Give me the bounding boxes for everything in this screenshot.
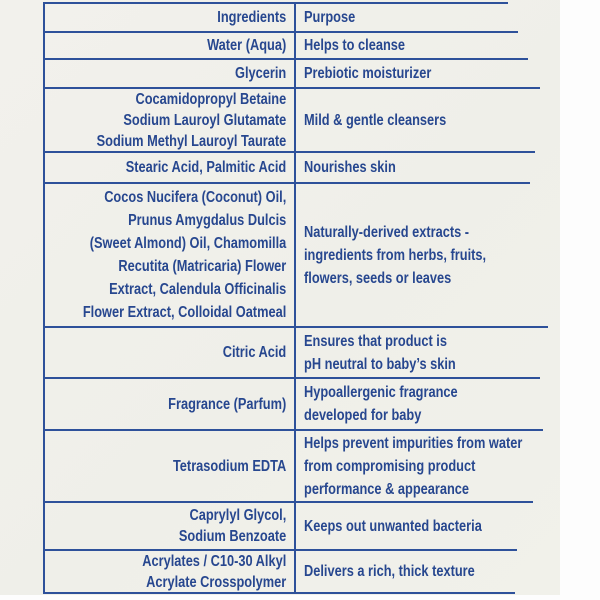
ingredient-cell: Stearic Acid, Palmitic Acid	[43, 152, 294, 183]
table-row-acrylates: Acrylates / C10-30 Alkyl Acrylate Crossp…	[43, 550, 545, 594]
ingredient-text: Cocos Nucifera (Coconut) Oil, Prunus Amy…	[82, 189, 286, 321]
ingredient-cell: Glycerin	[43, 59, 294, 88]
ingredient-text: Citric Acid	[222, 344, 286, 361]
ingredient-cell: Cocamidopropyl Betaine Sodium Lauroyl Gl…	[43, 88, 294, 152]
purpose-text: Nourishes skin	[304, 159, 396, 176]
page-margin-bottom	[0, 595, 600, 600]
purpose-text: Keeps out unwanted bacteria	[304, 517, 482, 535]
purpose-cell: Helps prevent impurities from water from…	[294, 430, 545, 502]
table-row-natural-extracts: Cocos Nucifera (Coconut) Oil, Prunus Amy…	[43, 183, 548, 328]
ingredients-header-cell: Ingredients	[43, 3, 294, 32]
ingredient-cell: Fragrance (Parfum)	[43, 378, 294, 430]
table-row-glycerin: Glycerin Prebiotic moisturizer	[43, 59, 545, 89]
table-header-row: Ingredients Purpose	[43, 2, 545, 33]
row-separator	[43, 182, 530, 184]
table-top-border	[43, 2, 508, 4]
purpose-cell: Keeps out unwanted bacteria	[294, 502, 545, 550]
table-row-water: Water (Aqua) Helps to cleanse	[43, 32, 545, 60]
row-separator	[43, 501, 533, 503]
ingredient-cell: Caprylyl Glycol, Sodium Benzoate	[43, 502, 294, 550]
purpose-text: Mild & gentle cleansers	[304, 111, 447, 129]
row-separator	[43, 549, 517, 551]
purpose-cell: Nourishes skin	[294, 152, 545, 183]
purpose-header-cell: Purpose	[294, 3, 545, 32]
ingredient-cell: Citric Acid	[43, 327, 294, 378]
row-separator	[43, 429, 543, 431]
table-row-fragrance: Fragrance (Parfum) Hypoallergenic fragra…	[43, 378, 545, 431]
column-divider	[294, 3, 296, 593]
table-row-preservatives: Caprylyl Glycol, Sodium Benzoate Keeps o…	[43, 502, 545, 551]
table-row-citric: Citric Acid Ensures that product is pH n…	[43, 327, 545, 379]
ingredient-text: Water (Aqua)	[206, 37, 286, 54]
purpose-text: Helps to cleanse	[304, 37, 406, 54]
purpose-cell: Mild & gentle cleansers	[294, 88, 545, 152]
purpose-text: Ensures that product is pH neutral to ba…	[304, 332, 456, 373]
ingredient-text: Tetrasodium EDTA	[172, 457, 286, 475]
ingredient-cell: Cocos Nucifera (Coconut) Oil, Prunus Amy…	[43, 183, 294, 327]
row-separator	[43, 151, 535, 153]
ingredients-table: Ingredients Purpose Water (Aqua) Helps t…	[43, 2, 548, 594]
purpose-cell: Naturally-derived extracts - ingredients…	[294, 183, 545, 327]
product-label-background: Ingredients Purpose Water (Aqua) Helps t…	[0, 0, 560, 595]
purpose-cell: Hypoallergenic fragrance developed for b…	[294, 378, 545, 430]
row-separator	[43, 31, 518, 33]
table-row-stearic: Stearic Acid, Palmitic Acid Nourishes sk…	[43, 152, 545, 184]
ingredients-column-header: Ingredients	[217, 9, 286, 26]
purpose-cell: Prebiotic moisturizer	[294, 59, 545, 88]
ingredient-text: Fragrance (Parfum)	[167, 395, 286, 413]
ingredient-cell: Water (Aqua)	[43, 32, 294, 59]
table-left-border	[43, 3, 45, 593]
purpose-cell: Ensures that product is pH neutral to ba…	[294, 327, 545, 378]
ingredient-text: Cocamidopropyl Betaine Sodium Lauroyl Gl…	[96, 90, 286, 150]
table-row-cleansers: Cocamidopropyl Betaine Sodium Lauroyl Gl…	[43, 88, 545, 153]
purpose-cell: Delivers a rich, thick texture	[294, 550, 545, 593]
purpose-column-header: Purpose	[304, 9, 356, 26]
purpose-text: Prebiotic moisturizer	[304, 65, 432, 82]
ingredient-cell: Tetrasodium EDTA	[43, 430, 294, 502]
row-separator	[43, 87, 540, 89]
ingredient-text: Caprylyl Glycol, Sodium Benzoate	[178, 507, 286, 545]
ingredient-text: Stearic Acid, Palmitic Acid	[125, 159, 287, 176]
purpose-text: Naturally-derived extracts - ingredients…	[304, 223, 487, 287]
table-bottom-border	[43, 592, 515, 594]
row-separator	[43, 58, 528, 60]
purpose-text: Helps prevent impurities from water from…	[304, 434, 523, 498]
purpose-text: Hypoallergenic fragrance developed for b…	[304, 384, 458, 424]
purpose-cell: Helps to cleanse	[294, 32, 545, 59]
page-margin-right	[560, 0, 600, 600]
ingredient-text: Acrylates / C10-30 Alkyl Acrylate Crossp…	[142, 552, 286, 591]
purpose-text: Delivers a rich, thick texture	[304, 563, 475, 580]
ingredient-cell: Acrylates / C10-30 Alkyl Acrylate Crossp…	[43, 550, 294, 593]
row-separator	[43, 377, 540, 379]
ingredient-text: Glycerin	[234, 65, 286, 82]
table-row-edta: Tetrasodium EDTA Helps prevent impuritie…	[43, 430, 545, 503]
